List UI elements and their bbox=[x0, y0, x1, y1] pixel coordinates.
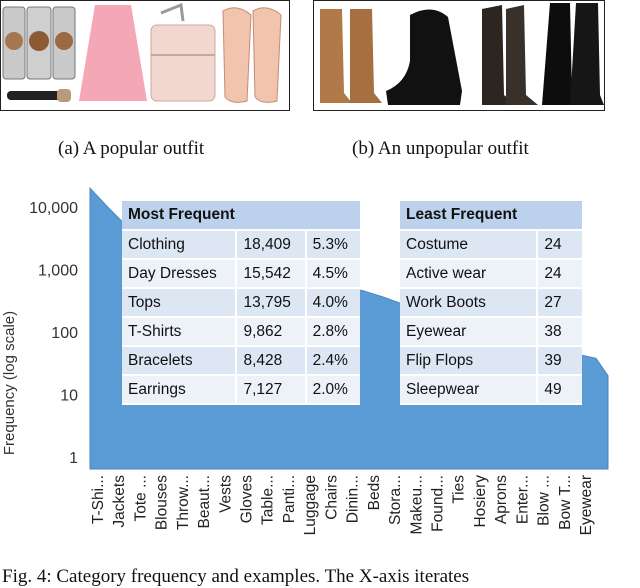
x-tick-label: Ties bbox=[451, 475, 468, 504]
popular-outfit-panel bbox=[0, 0, 290, 111]
category-cell: Costume bbox=[400, 230, 539, 260]
x-tick-label: Hosiery bbox=[472, 475, 489, 528]
x-tick-label: Panti... bbox=[281, 475, 298, 523]
count-cell: 9,862 bbox=[236, 317, 307, 347]
count-cell: 24 bbox=[537, 230, 582, 260]
percent-cell: 5.3% bbox=[305, 230, 360, 260]
category-cell: Earrings bbox=[122, 375, 238, 405]
y-tick-label: 1,000 bbox=[38, 263, 78, 280]
makeup-product-image bbox=[2, 6, 76, 102]
table-row: Active wear 24 bbox=[400, 259, 582, 289]
riding-boots-image bbox=[542, 3, 604, 105]
unpopular-outfit-caption: (b) An unpopular outfit bbox=[352, 138, 529, 159]
sandals-image bbox=[222, 7, 282, 103]
x-tick-label: Table... bbox=[260, 475, 277, 525]
count-cell: 38 bbox=[537, 317, 582, 347]
x-axis: T-Shi... Jackets Tote ... Blouses Throw... Be… bbox=[90, 475, 595, 536]
y-axis-title: Frequency (log scale) bbox=[1, 311, 18, 455]
x-tick-label: Makeu... bbox=[408, 475, 425, 534]
popular-outfit-caption: (a) A popular outfit bbox=[58, 138, 205, 159]
table-row: Sleepwear 49 bbox=[400, 375, 582, 405]
table-row: Earrings 7,127 2.0% bbox=[122, 375, 360, 405]
category-cell: Flip Flops bbox=[400, 346, 539, 376]
y-tick-label: 10,000 bbox=[29, 200, 78, 217]
table-row: Tops 13,795 4.0% bbox=[122, 288, 360, 318]
category-cell: Active wear bbox=[400, 259, 539, 289]
y-tick-label: 1 bbox=[69, 450, 78, 467]
wedge-boot-image bbox=[386, 9, 462, 105]
y-tick-label: 10 bbox=[60, 388, 78, 405]
count-cell: 7,127 bbox=[236, 375, 307, 405]
count-cell: 39 bbox=[537, 346, 582, 376]
count-cell: 27 bbox=[537, 288, 582, 318]
unpopular-outfit-panel bbox=[313, 0, 605, 111]
figure-caption: Fig. 4: Category frequency and examples.… bbox=[2, 566, 470, 587]
table-row: Costume 24 bbox=[400, 230, 582, 260]
category-cell: Day Dresses bbox=[122, 259, 238, 289]
most-frequent-header: Most Frequent bbox=[122, 201, 360, 231]
table-row: Flip Flops 39 bbox=[400, 346, 582, 376]
percent-cell: 4.0% bbox=[305, 288, 360, 318]
table-row: Clothing 18,409 5.3% bbox=[122, 230, 360, 260]
least-frequent-table: Least Frequent Costume 24 Active wear 24… bbox=[400, 201, 582, 405]
x-tick-label: Bow T... bbox=[557, 475, 574, 530]
most-frequent-table: Most Frequent Clothing 18,409 5.3% Day D… bbox=[122, 201, 360, 405]
x-tick-label: Gloves bbox=[239, 475, 256, 523]
category-cell: Eyewear bbox=[400, 317, 539, 347]
category-cell: Work Boots bbox=[400, 288, 539, 318]
least-frequent-header: Least Frequent bbox=[400, 201, 582, 231]
x-tick-label: Blouses bbox=[154, 475, 171, 530]
x-tick-label: T-Shi... bbox=[90, 475, 107, 524]
x-tick-label: Aprons bbox=[493, 475, 510, 524]
table-row: Bracelets 8,428 2.4% bbox=[122, 346, 360, 376]
x-tick-label: Luggage bbox=[302, 475, 319, 535]
knee-boots-image bbox=[482, 5, 538, 105]
x-tick-label: Found... bbox=[430, 475, 447, 532]
studded-bag-image bbox=[150, 2, 216, 102]
count-cell: 18,409 bbox=[236, 230, 307, 260]
pink-dress-image bbox=[79, 5, 147, 101]
x-tick-label: Beaut... bbox=[196, 475, 213, 528]
count-cell: 49 bbox=[537, 375, 582, 405]
x-tick-label: Enter... bbox=[514, 475, 531, 524]
table-row: T-Shirts 9,862 2.8% bbox=[122, 317, 360, 347]
x-tick-label: Blow ... bbox=[536, 475, 553, 526]
percent-cell: 4.5% bbox=[305, 259, 360, 289]
table-row: Day Dresses 15,542 4.5% bbox=[122, 259, 360, 289]
y-tick-label: 100 bbox=[51, 325, 78, 342]
x-tick-label: Stora... bbox=[387, 475, 404, 525]
x-tick-label: Tote ... bbox=[132, 475, 149, 522]
table-row: Eyewear 38 bbox=[400, 317, 582, 347]
category-cell: T-Shirts bbox=[122, 317, 238, 347]
popular-outfit-image bbox=[2, 2, 282, 103]
category-cell: Bracelets bbox=[122, 346, 238, 376]
y-axis: 10,000 1,000 100 10 1 bbox=[29, 200, 78, 467]
count-cell: 15,542 bbox=[236, 259, 307, 289]
table-row: Work Boots 27 bbox=[400, 288, 582, 318]
count-cell: 24 bbox=[537, 259, 582, 289]
x-tick-label: Beds bbox=[366, 475, 383, 511]
tan-boots-image bbox=[320, 9, 382, 103]
x-tick-label: Eyewear bbox=[578, 475, 595, 535]
x-tick-label: Dinin... bbox=[345, 475, 362, 523]
count-cell: 8,428 bbox=[236, 346, 307, 376]
x-tick-label: Jackets bbox=[111, 475, 128, 528]
x-tick-label: Throw... bbox=[175, 475, 192, 530]
x-tick-label: Vests bbox=[217, 475, 234, 513]
category-cell: Clothing bbox=[122, 230, 238, 260]
count-cell: 13,795 bbox=[236, 288, 307, 318]
category-cell: Tops bbox=[122, 288, 238, 318]
percent-cell: 2.0% bbox=[305, 375, 360, 405]
category-cell: Sleepwear bbox=[400, 375, 539, 405]
unpopular-outfit-image bbox=[320, 3, 604, 105]
x-tick-label: Chairs bbox=[323, 475, 340, 520]
percent-cell: 2.8% bbox=[305, 317, 360, 347]
percent-cell: 2.4% bbox=[305, 346, 360, 376]
